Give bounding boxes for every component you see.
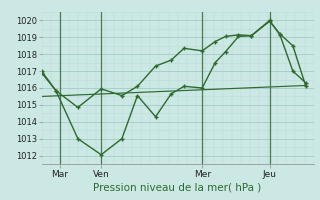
X-axis label: Pression niveau de la mer( hPa ): Pression niveau de la mer( hPa ) (93, 183, 262, 193)
